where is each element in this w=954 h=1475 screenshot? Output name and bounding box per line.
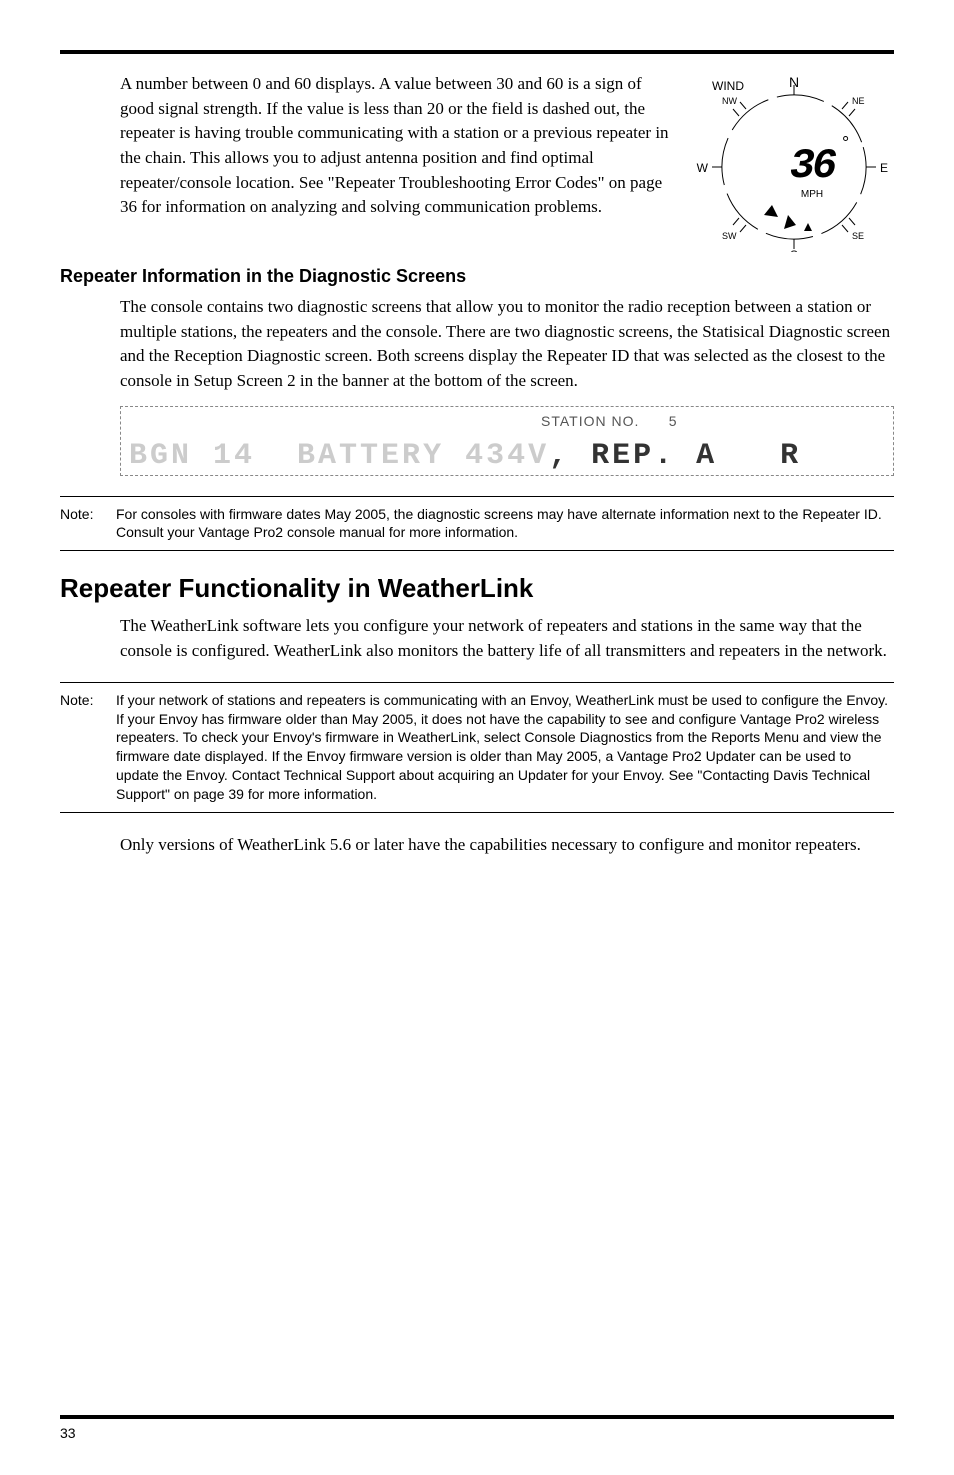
note1-rule-bottom bbox=[60, 550, 894, 551]
para4: Only versions of WeatherLink 5.6 or late… bbox=[120, 833, 894, 858]
note2-label: Note: bbox=[60, 691, 102, 804]
subheading-repeater-info: Repeater Information in the Diagnostic S… bbox=[60, 266, 894, 287]
lcd-row: BGN 14 BATTERY 434V , REP. A R bbox=[129, 439, 885, 473]
para3: The WeatherLink software lets you config… bbox=[120, 614, 894, 663]
wind-unit: MPH bbox=[801, 189, 823, 200]
station-label-text: STATION NO. bbox=[541, 413, 639, 429]
dir-w: W bbox=[697, 161, 709, 175]
wind-value: 36 bbox=[790, 142, 837, 190]
note1-body: For consoles with firmware dates May 200… bbox=[116, 505, 894, 543]
para2: The console contains two diagnostic scre… bbox=[120, 295, 894, 394]
note2-body: If your network of stations and repeater… bbox=[116, 691, 894, 804]
note1: Note: For consoles with firmware dates M… bbox=[60, 497, 894, 551]
intro-row: A number between 0 and 60 displays. A va… bbox=[120, 72, 894, 252]
dir-ne: NE bbox=[852, 96, 865, 106]
wind-compass-figure: WIND N S E W bbox=[694, 72, 894, 252]
wind-compass-svg: WIND N S E W bbox=[694, 72, 894, 252]
dir-sw: SW bbox=[722, 231, 737, 241]
dir-se: SE bbox=[852, 231, 864, 241]
wind-title: WIND bbox=[712, 79, 744, 93]
note2: Note: If your network of stations and re… bbox=[60, 683, 894, 812]
wind-arrow-3 bbox=[804, 223, 812, 231]
page-number: 33 bbox=[60, 1425, 76, 1441]
dir-nw: NW bbox=[722, 96, 737, 106]
wind-arrow-2 bbox=[784, 215, 796, 229]
wind-degree: ° bbox=[842, 133, 849, 153]
heading-repeater-weatherlink: Repeater Functionality in WeatherLink bbox=[60, 573, 894, 604]
dir-n: N bbox=[789, 74, 799, 90]
para1: A number between 0 and 60 displays. A va… bbox=[120, 72, 676, 252]
note1-label: Note: bbox=[60, 505, 102, 543]
seg-right: , REP. A R bbox=[549, 439, 801, 473]
wind-arrow-1 bbox=[764, 205, 778, 217]
station-no: 5 bbox=[669, 413, 678, 429]
lcd-display: STATION NO. 5 BGN 14 BATTERY 434V , REP.… bbox=[120, 406, 894, 476]
top-rule bbox=[60, 50, 894, 54]
dir-e: E bbox=[880, 161, 888, 175]
seg-mid: BATTERY 434V bbox=[297, 439, 549, 473]
dir-s: S bbox=[790, 248, 798, 252]
footer-rule bbox=[60, 1415, 894, 1419]
lcd-station-label: STATION NO. 5 bbox=[541, 413, 678, 429]
seg-left: BGN 14 bbox=[129, 439, 255, 473]
note2-rule-bottom bbox=[60, 812, 894, 813]
